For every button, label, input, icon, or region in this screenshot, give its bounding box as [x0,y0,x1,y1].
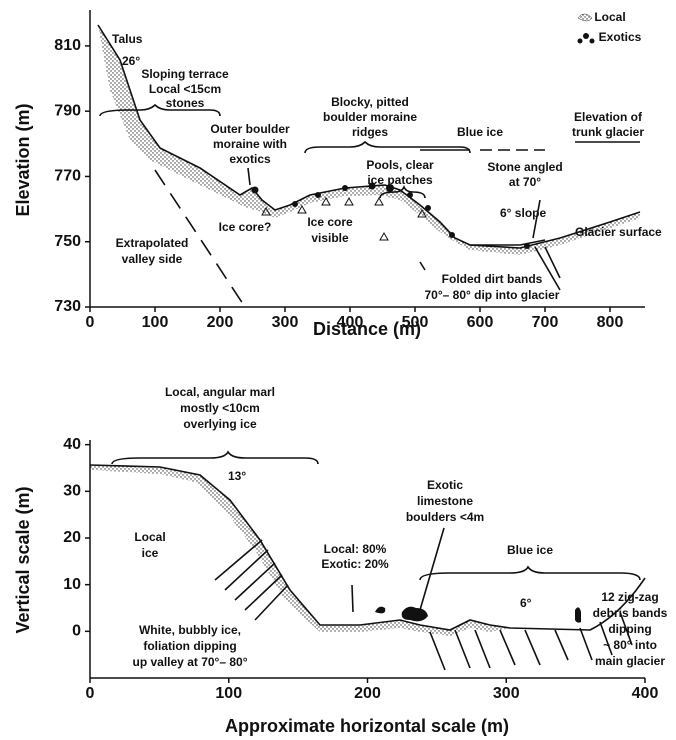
annotation: Pools, clear [366,158,434,172]
x-axis-title: Approximate horizontal scale (m) [225,716,509,736]
x-tick-label: 200 [354,685,381,702]
annotation: at 70° [509,175,541,189]
annotation: 6° [520,596,532,610]
annotation: stones [166,96,205,110]
annotation: up valley at 70°– 80° [133,655,248,669]
y-tick-label: 0 [72,623,81,640]
annotation: Outer boulder [210,122,290,136]
figure: Local Exotics Distance (m) Elevation (m)… [0,0,676,740]
x-tick-label: 400 [632,685,659,702]
y-tick-label: 790 [54,102,81,119]
annotation: debris bands [593,606,668,620]
annotation: ~ 80° into [603,638,657,652]
x-tick-label: 100 [142,314,169,331]
annotation: Exotic: 20% [321,557,389,571]
annotation: moraine with [213,137,287,151]
legend-label: Exotics [599,30,642,44]
annotation: boulders <4m [406,510,484,524]
annotation: Ice core? [219,220,272,234]
y-tick-label: 750 [54,233,81,250]
legend-label: Local [594,10,625,24]
annotation: ice [142,546,159,560]
annotation: Folded dirt bands [442,272,543,286]
annotation: Elevation of [574,110,643,124]
annotation: White, bubbly ice, [139,623,241,637]
annotation: Blue ice [507,543,553,557]
annotation: mostly <10cm [180,401,260,415]
y-tick-label: 20 [63,529,81,546]
annotation: Local, angular marl [165,385,275,399]
x-tick-label: 700 [532,314,559,331]
x-tick-label: 200 [207,314,234,331]
x-tick-label: 100 [215,685,242,702]
annotation: foliation dipping [143,639,236,653]
annotation: Glacier surface [575,225,662,239]
x-tick-label: 0 [86,314,95,331]
annotation: 6° slope [500,206,546,220]
x-tick-label: 500 [402,314,429,331]
annotation: boulder moraine [323,110,417,124]
y-axis-title: Elevation (m) [13,103,33,216]
x-tick-label: 400 [337,314,364,331]
annotation: 13° [228,469,246,483]
y-tick-label: 30 [63,483,81,500]
y-tick-label: 40 [63,436,81,453]
annotation: Extrapolated [116,236,189,250]
annotation: Stone angled [487,160,562,174]
y-tick-label: 810 [54,37,81,54]
annotation: Sloping terrace [141,67,229,81]
y-tick-label: 770 [54,168,81,185]
annotation: 12 zig-zag [601,590,658,604]
annotation: Talus [112,32,143,46]
annotation: Ice core [307,215,353,229]
annotation: exotics [229,152,271,166]
annotation: ice patches [367,173,433,187]
annotation: Local: 80% [324,542,387,556]
x-tick-label: 800 [597,314,624,331]
x-tick-label: 300 [272,314,299,331]
annotation: Blocky, pitted [331,95,409,109]
y-tick-label: 730 [54,298,81,315]
annotation: Local [134,530,165,544]
annotation: valley side [122,252,183,266]
x-tick-label: 300 [493,685,520,702]
annotation: trunk glacier [572,125,644,139]
annotation: ridges [352,125,388,139]
annotation: 26° [122,54,140,68]
y-tick-label: 10 [63,576,81,593]
annotation: dipping [608,622,651,636]
annotation: Blue ice [457,125,503,139]
annotation: limestone [417,494,473,508]
x-tick-label: 0 [86,685,95,702]
annotation: main glacier [595,654,665,668]
annotation: visible [311,231,349,245]
annotation: 70°– 80° dip into glacier [425,288,560,302]
annotation: Local <15cm [149,82,221,96]
annotation: Exotic [427,478,463,492]
y-axis-title: Vertical scale (m) [13,486,33,633]
annotation: overlying ice [183,417,257,431]
x-tick-label: 600 [467,314,494,331]
